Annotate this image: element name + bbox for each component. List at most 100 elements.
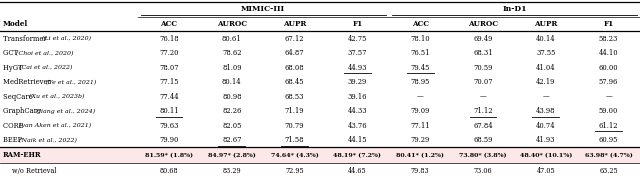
- Text: 81.59* (1.8%): 81.59* (1.8%): [145, 153, 193, 158]
- Text: 59.00: 59.00: [599, 107, 618, 115]
- Text: 70.59: 70.59: [474, 64, 493, 72]
- Text: 44.93: 44.93: [348, 64, 367, 72]
- Text: (Ye et al., 2021): (Ye et al., 2021): [46, 79, 96, 85]
- Text: AUROC: AUROC: [468, 20, 498, 28]
- Text: (van Aken et al., 2021): (van Aken et al., 2021): [19, 123, 92, 128]
- Text: F1: F1: [604, 20, 614, 28]
- Text: 79.63: 79.63: [159, 122, 179, 130]
- Text: 43.76: 43.76: [348, 122, 367, 130]
- Text: 37.57: 37.57: [348, 49, 367, 57]
- Text: 61.12: 61.12: [599, 122, 618, 130]
- Text: 40.74: 40.74: [536, 122, 556, 130]
- Text: 83.29: 83.29: [223, 167, 241, 175]
- Text: 81.09: 81.09: [222, 64, 241, 72]
- Text: 84.97* (2.8%): 84.97* (2.8%): [208, 153, 255, 158]
- Text: (Naik et al., 2022): (Naik et al., 2022): [19, 138, 77, 143]
- Text: 77.44: 77.44: [159, 93, 179, 101]
- Text: 47.05: 47.05: [536, 167, 555, 175]
- Text: 82.26: 82.26: [222, 107, 241, 115]
- Text: 60.95: 60.95: [599, 136, 618, 144]
- Text: 70.79: 70.79: [285, 122, 305, 130]
- Text: F1: F1: [352, 20, 362, 28]
- Text: 80.11: 80.11: [159, 107, 179, 115]
- Text: (Choi et al., 2020): (Choi et al., 2020): [16, 50, 74, 56]
- Text: 78.95: 78.95: [410, 78, 430, 86]
- Text: 72.95: 72.95: [285, 167, 304, 175]
- Text: 68.45: 68.45: [285, 78, 305, 86]
- Text: GraphCare: GraphCare: [3, 107, 42, 115]
- Text: GCT: GCT: [3, 49, 20, 57]
- Text: 44.10: 44.10: [599, 49, 618, 57]
- Text: 82.67: 82.67: [222, 136, 241, 144]
- Text: (Cai et al., 2022): (Cai et al., 2022): [19, 65, 73, 70]
- Text: AUPR: AUPR: [283, 20, 307, 28]
- Text: Transformer: Transformer: [3, 35, 48, 43]
- Text: 42.75: 42.75: [348, 35, 367, 43]
- Text: 64.87: 64.87: [285, 49, 305, 57]
- Text: 79.09: 79.09: [410, 107, 430, 115]
- Text: 39.16: 39.16: [348, 93, 367, 101]
- Text: AUROC: AUROC: [217, 20, 247, 28]
- Text: RAM-EHR: RAM-EHR: [3, 151, 41, 159]
- Text: 78.62: 78.62: [222, 49, 241, 57]
- Text: 67.84: 67.84: [473, 122, 493, 130]
- Text: 43.98: 43.98: [536, 107, 556, 115]
- Text: 68.08: 68.08: [285, 64, 305, 72]
- Text: 76.18: 76.18: [159, 35, 179, 43]
- Text: 82.05: 82.05: [222, 122, 241, 130]
- Text: 71.19: 71.19: [285, 107, 305, 115]
- Text: 77.15: 77.15: [159, 78, 179, 86]
- Text: 57.96: 57.96: [599, 78, 618, 86]
- Text: 79.90: 79.90: [159, 136, 179, 144]
- Text: In-D1: In-D1: [502, 5, 527, 13]
- Text: MIMIC-III: MIMIC-III: [241, 5, 285, 13]
- Text: 79.83: 79.83: [411, 167, 429, 175]
- Text: (Li et al., 2020): (Li et al., 2020): [42, 36, 92, 41]
- Text: 48.19* (7.2%): 48.19* (7.2%): [333, 153, 381, 158]
- Text: 71.12: 71.12: [473, 107, 493, 115]
- Text: 73.80* (3.8%): 73.80* (3.8%): [460, 153, 507, 158]
- Text: —: —: [605, 93, 612, 101]
- Text: 41.93: 41.93: [536, 136, 556, 144]
- Text: 74.64* (4.3%): 74.64* (4.3%): [271, 153, 319, 158]
- Text: 44.65: 44.65: [348, 167, 367, 175]
- Text: 77.11: 77.11: [410, 122, 430, 130]
- Text: 37.55: 37.55: [536, 49, 556, 57]
- Text: AUPR: AUPR: [534, 20, 557, 28]
- Text: 80.68: 80.68: [160, 167, 179, 175]
- Text: 80.61: 80.61: [222, 35, 242, 43]
- Bar: [0, 147, 640, 163]
- Text: 60.00: 60.00: [599, 64, 618, 72]
- Text: 67.12: 67.12: [285, 35, 305, 43]
- Text: 39.29: 39.29: [348, 78, 367, 86]
- Text: 79.29: 79.29: [411, 136, 430, 144]
- Text: w/o Retrieval: w/o Retrieval: [12, 167, 56, 175]
- Text: 76.51: 76.51: [410, 49, 430, 57]
- Text: 44.15: 44.15: [348, 136, 367, 144]
- Text: ACC: ACC: [161, 20, 177, 28]
- Text: 79.45: 79.45: [410, 64, 430, 72]
- Text: 78.07: 78.07: [159, 64, 179, 72]
- Text: BEEP: BEEP: [3, 136, 24, 144]
- Text: Model: Model: [3, 20, 28, 28]
- Text: 63.25: 63.25: [599, 167, 618, 175]
- Text: 68.59: 68.59: [474, 136, 493, 144]
- Text: 68.31: 68.31: [473, 49, 493, 57]
- Text: MedRetriever: MedRetriever: [3, 78, 52, 86]
- Text: 44.33: 44.33: [348, 107, 367, 115]
- Text: 68.53: 68.53: [285, 93, 305, 101]
- Text: 70.07: 70.07: [473, 78, 493, 86]
- Text: HyGT: HyGT: [3, 64, 24, 72]
- Text: CORE: CORE: [3, 122, 25, 130]
- Text: —: —: [417, 93, 424, 101]
- Text: (Xu et al., 2023b): (Xu et al., 2023b): [29, 94, 84, 99]
- Text: 48.40* (10.1%): 48.40* (10.1%): [520, 153, 572, 158]
- Text: 42.19: 42.19: [536, 78, 556, 86]
- Text: —: —: [543, 93, 549, 101]
- Text: 63.98* (4.7%): 63.98* (4.7%): [585, 153, 632, 158]
- Text: 41.04: 41.04: [536, 64, 556, 72]
- Text: 80.98: 80.98: [222, 93, 241, 101]
- Text: 69.49: 69.49: [474, 35, 493, 43]
- Text: 77.20: 77.20: [159, 49, 179, 57]
- Text: 80.41* (1.2%): 80.41* (1.2%): [396, 153, 444, 158]
